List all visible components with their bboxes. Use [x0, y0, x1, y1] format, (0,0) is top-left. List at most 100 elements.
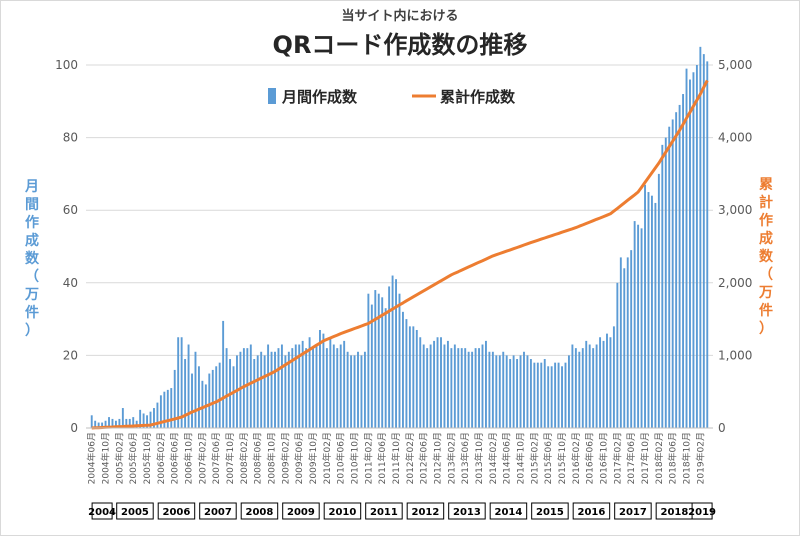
year-box	[323, 502, 362, 520]
year-box	[406, 502, 445, 520]
monthly-bar	[101, 422, 104, 428]
monthly-bar	[491, 351, 494, 428]
monthly-bar	[357, 351, 359, 428]
monthly-bar	[287, 351, 290, 428]
monthly-bar	[609, 337, 612, 428]
monthly-bar	[159, 395, 162, 428]
x-tick-label: 2016年02月	[570, 432, 582, 484]
x-tick-label: 2006年06月	[169, 432, 181, 484]
monthly-bar	[211, 369, 214, 428]
x-tick-label: 2006年10月	[183, 432, 195, 484]
monthly-bar	[384, 308, 387, 428]
y-right-tick: 4,000	[718, 131, 752, 145]
y-label-left-char: 成	[25, 232, 39, 249]
monthly-bar	[433, 340, 436, 428]
year-box	[614, 502, 652, 520]
monthly-bar	[471, 351, 474, 428]
y-label-left-char: 間	[25, 197, 39, 213]
x-tick-label: 2010年06月	[335, 432, 347, 484]
monthly-bar	[343, 340, 346, 428]
monthly-bar	[419, 337, 422, 428]
y-left-tick: 40	[63, 276, 78, 290]
y-right-tick: 0	[718, 421, 726, 435]
x-tick-label: 2018年10月	[681, 432, 693, 484]
monthly-bar	[606, 333, 608, 428]
x-tick-label: 2014年10月	[515, 432, 527, 484]
monthly-bar	[692, 72, 695, 428]
monthly-bar	[125, 418, 128, 428]
monthly-bar	[402, 311, 404, 428]
monthly-bar	[554, 362, 557, 428]
monthly-bar	[540, 362, 543, 428]
monthly-bar	[592, 348, 595, 428]
x-tick-label: 2009年02月	[279, 432, 291, 484]
monthly-bar	[280, 344, 283, 428]
monthly-bar	[363, 351, 366, 428]
monthly-bar	[111, 418, 114, 428]
monthly-bar	[671, 119, 674, 428]
monthly-bar	[650, 195, 653, 428]
monthly-bar	[294, 344, 297, 428]
x-tick-label: 2005年02月	[113, 432, 125, 484]
monthly-bar	[395, 279, 397, 428]
monthly-bar	[260, 351, 263, 428]
monthly-bar	[284, 355, 287, 428]
monthly-bar	[516, 359, 519, 428]
y-label-right-char: 件	[759, 302, 773, 319]
y-label-right-char: 計	[759, 194, 773, 211]
monthly-bar	[301, 340, 304, 428]
y-label-left-char: 万	[24, 287, 39, 303]
monthly-bar	[436, 337, 439, 428]
monthly-bar	[170, 388, 173, 428]
monthly-bar	[187, 344, 190, 428]
monthly-bar	[478, 348, 480, 428]
y-label-right-char: 作	[759, 212, 773, 229]
y-label-left-char: 数	[25, 250, 40, 267]
y-left-tick: 80	[63, 131, 78, 145]
monthly-bar	[426, 348, 429, 428]
monthly-bar	[633, 221, 636, 428]
monthly-bar	[668, 126, 671, 429]
monthly-bar	[142, 413, 145, 428]
monthly-bar	[201, 380, 204, 428]
monthly-bar	[657, 173, 660, 428]
monthly-bar	[547, 366, 550, 428]
year-box	[572, 502, 611, 520]
monthly-bar	[654, 202, 657, 428]
x-tick-label: 2017年10月	[639, 432, 651, 484]
monthly-bar	[630, 250, 633, 428]
monthly-bar	[440, 337, 442, 428]
monthly-bar	[602, 340, 605, 428]
monthly-bar	[561, 366, 563, 428]
monthly-bar	[308, 337, 311, 428]
monthly-bar	[118, 418, 121, 428]
monthly-bar	[153, 408, 155, 428]
monthly-bar	[564, 362, 567, 428]
monthly-bar	[702, 54, 705, 429]
monthly-bar	[322, 333, 325, 428]
year-box	[157, 502, 196, 520]
x-tick-label: 2011年02月	[362, 432, 374, 484]
year-label: 2019	[688, 507, 716, 518]
monthly-bar	[664, 137, 667, 428]
x-tick-label: 2007年02月	[196, 432, 208, 484]
x-tick-label: 2012年02月	[404, 432, 416, 484]
monthly-bar	[595, 344, 598, 428]
monthly-bar	[519, 355, 522, 428]
year-label: 2018	[660, 507, 688, 518]
year-label: 2012	[412, 507, 440, 518]
monthly-bar	[626, 257, 629, 428]
chart-subtitle: 当サイト内における	[341, 8, 458, 24]
monthly-bar	[453, 344, 456, 428]
x-tick-label: 2013年06月	[459, 432, 471, 484]
x-tick-label: 2015年02月	[528, 432, 540, 484]
year-box	[282, 502, 320, 520]
monthly-bar	[460, 348, 463, 428]
monthly-bar	[139, 409, 142, 428]
monthly-bar	[346, 351, 349, 428]
x-tick-label: 2009年10月	[307, 432, 319, 484]
x-tick-label: 2017年02月	[611, 432, 623, 484]
monthly-bar	[512, 355, 515, 428]
monthly-bar	[114, 420, 117, 428]
monthly-bar	[485, 340, 487, 428]
